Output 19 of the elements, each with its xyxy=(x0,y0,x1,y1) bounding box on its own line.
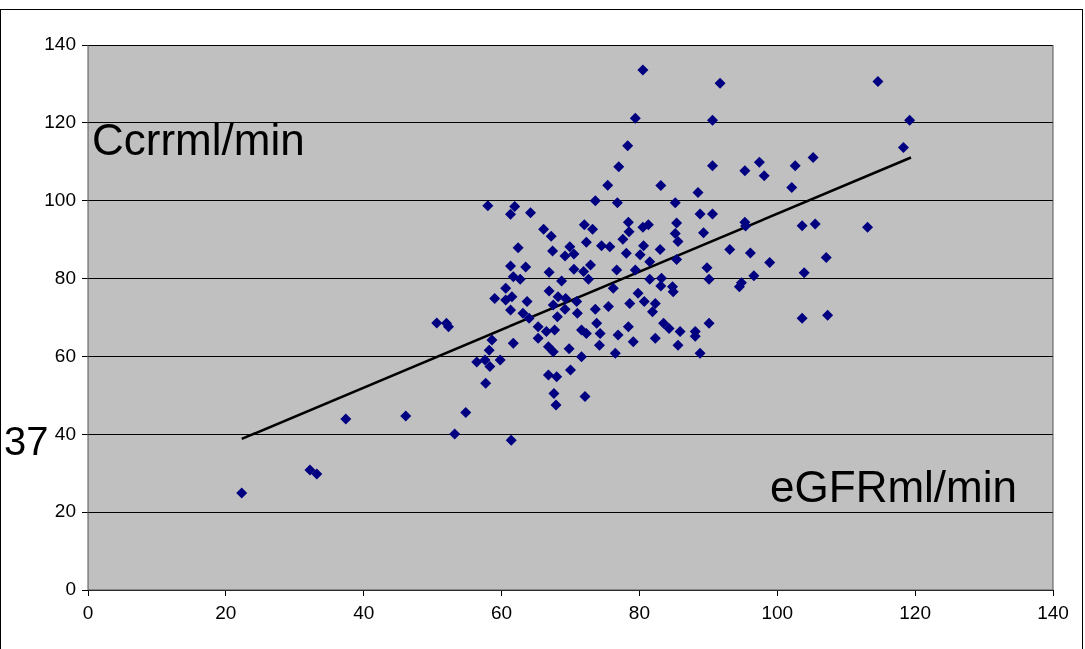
y-axis-title: Ccrrml/min xyxy=(92,115,305,164)
x-tick-label: 0 xyxy=(82,601,94,623)
y-tick-label: 0 xyxy=(65,578,76,600)
x-tick-label: 100 xyxy=(761,601,794,623)
x-tick-label: 40 xyxy=(353,601,375,623)
x-tick-label: 20 xyxy=(215,601,237,623)
y-tick-label: 80 xyxy=(54,266,76,288)
text: 37 xyxy=(4,419,49,463)
x-tick-label: 120 xyxy=(899,601,931,623)
x-tick-label: 60 xyxy=(491,601,513,623)
y-tick-label: 40 xyxy=(54,422,76,444)
y-tick-label: 100 xyxy=(44,188,76,210)
x-tick-label: 80 xyxy=(628,601,650,623)
y-tick-label: 60 xyxy=(54,344,76,366)
y-tick-label: 140 xyxy=(44,33,76,55)
x-tick-label: 140 xyxy=(1037,601,1069,623)
y-tick-label: 120 xyxy=(44,111,76,133)
x-axis-title: eGFRml/min xyxy=(770,462,1017,511)
y-tick-label: 20 xyxy=(54,500,76,522)
